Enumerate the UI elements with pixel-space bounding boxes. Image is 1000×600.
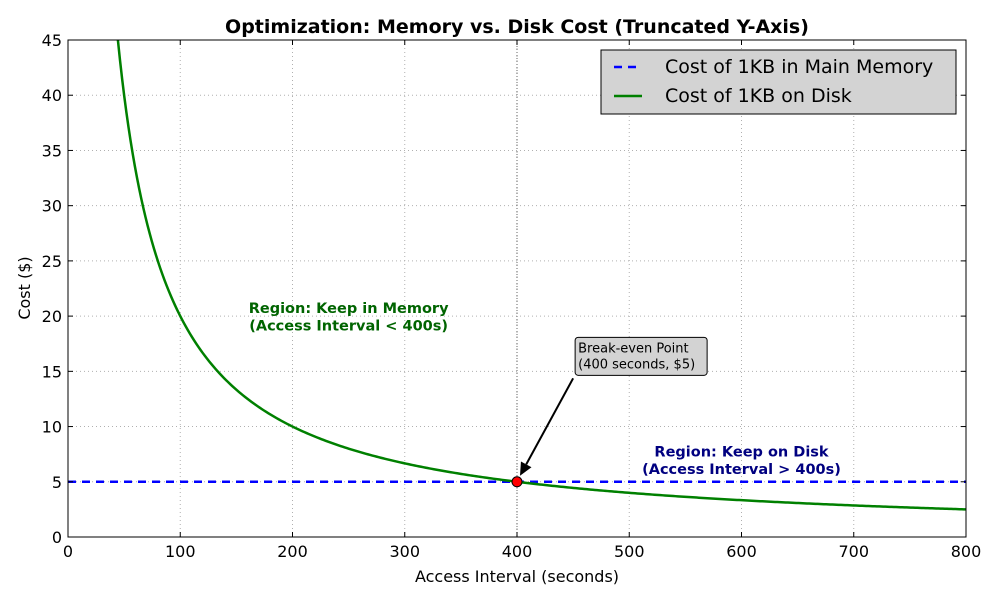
x-tick-label: 800 <box>951 542 982 561</box>
break-even-label-line2: (400 seconds, $5) <box>578 357 695 372</box>
y-tick-label: 25 <box>42 252 62 271</box>
break-even-point <box>511 476 523 488</box>
y-axis-label: Cost ($) <box>15 256 34 319</box>
break-even-arrow-shaft <box>525 377 575 465</box>
x-tick-label: 500 <box>614 542 645 561</box>
legend-label-disk: Cost of 1KB on Disk <box>665 85 852 107</box>
x-tick-label: 300 <box>389 542 420 561</box>
break-even-callout-box <box>574 336 708 376</box>
annotation-memory-line1: Region: Keep in Memory <box>249 301 449 317</box>
y-tick-label: 10 <box>42 418 62 437</box>
x-tick-label: 400 <box>502 542 533 561</box>
annotation-layer: Region: Keep in Memory (Access Interval <… <box>249 301 841 488</box>
y-tick-label: 0 <box>52 528 62 547</box>
y-tick-label: 5 <box>52 473 62 492</box>
annotation-disk: Region: Keep on Disk (Access Interval > 4… <box>642 445 841 478</box>
legend-label-memory: Cost of 1KB in Main Memory <box>665 56 933 78</box>
x-axis-label: Access Interval (seconds) <box>415 567 619 586</box>
y-tick-label: 40 <box>42 86 62 105</box>
x-tick-label: 600 <box>726 542 757 561</box>
break-even-label-line1: Break-even Point <box>578 341 689 356</box>
annotation-memory: Region: Keep in Memory (Access Interval <… <box>249 301 449 334</box>
y-tick-label: 35 <box>42 141 62 160</box>
annotation-disk-line2: (Access Interval > 400s) <box>642 462 841 478</box>
y-tick-label: 20 <box>42 307 62 326</box>
tick-layer: 0 100 200 300 400 500 600 700 800 0 5 10 15 20 25 30 35 4… <box>42 31 982 561</box>
x-tick-label: 0 <box>63 542 73 561</box>
annotation-memory-line2: (Access Interval < 400s) <box>249 318 448 334</box>
break-even-arrow-head <box>520 461 532 476</box>
x-tick-label: 700 <box>838 542 869 561</box>
y-tick-label: 45 <box>42 31 62 50</box>
chart-title: Optimization: Memory vs. Disk Cost (Trun… <box>225 16 809 38</box>
x-tick-label: 200 <box>277 542 308 561</box>
legend: Cost of 1KB in Main Memory Cost of 1KB o… <box>600 49 957 115</box>
y-tick-label: 30 <box>42 197 62 216</box>
x-tick-label: 100 <box>165 542 196 561</box>
y-tick-label: 15 <box>42 362 62 381</box>
legend-box <box>600 49 957 115</box>
series-line-disk <box>116 39 967 511</box>
annotation-disk-line1: Region: Keep on Disk <box>654 445 829 461</box>
